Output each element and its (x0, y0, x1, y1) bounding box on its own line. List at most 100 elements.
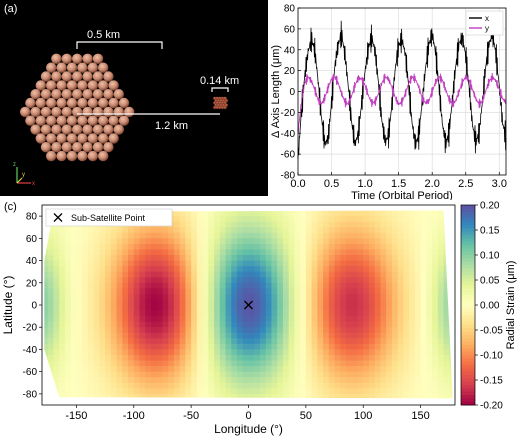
colorbar-segment (461, 301, 475, 306)
heatmap-cell (311, 293, 318, 300)
heatmap-cell (48, 399, 54, 405)
heatmap-cell (64, 371, 72, 378)
heatmap-cell (271, 249, 278, 256)
heatmap-cell (265, 338, 272, 345)
heatmap-cell (351, 277, 358, 284)
particle (87, 80, 99, 91)
heatmap-cell (231, 277, 238, 284)
heatmap-cell (437, 316, 444, 323)
heatmap-cell (368, 227, 376, 234)
heatmap-cell (231, 343, 238, 350)
heatmap-cell (391, 338, 399, 345)
heatmap-cell (133, 238, 140, 245)
heatmap-cell (403, 399, 409, 405)
heatmap-cell (53, 288, 60, 295)
heatmap-cell (225, 310, 232, 317)
heatmap-cell (99, 266, 106, 273)
heatmap-cell (288, 355, 295, 361)
heatmap-cell (265, 343, 272, 350)
heatmap-cell (139, 388, 146, 395)
particle (51, 89, 62, 100)
heatmap-cell (44, 366, 49, 373)
heatmap-cell (374, 360, 381, 367)
heatmap-cell (277, 382, 284, 389)
heatmap-cell (449, 238, 453, 245)
heatmap-cell (162, 366, 169, 373)
heatmap-cell (191, 232, 198, 239)
heatmap-cell (391, 210, 399, 217)
colorbar-segment (461, 208, 475, 213)
heatmap-cell (271, 377, 278, 384)
heatmap-cell (288, 266, 295, 273)
heatmap-cell (426, 388, 433, 395)
heatmap-cell (93, 299, 100, 306)
triad-x-label: x (32, 181, 35, 187)
heatmap-cell (237, 232, 244, 239)
heatmap-cell (340, 377, 347, 384)
heatmap-cell (162, 360, 169, 367)
heatmap-cell (391, 282, 399, 289)
heatmap-cell (82, 227, 89, 234)
heatmap-cell (82, 393, 89, 399)
heatmap-cell (432, 377, 439, 384)
heatmap-cell (87, 393, 95, 399)
particle (77, 80, 88, 91)
heatmap-cell (334, 366, 341, 373)
heatmap-cell (237, 377, 244, 384)
heatmap-cell (420, 238, 427, 245)
heatmap-cell (231, 288, 238, 295)
heatmap-cell (323, 371, 330, 378)
heatmap-cell (386, 382, 393, 389)
heatmap-cell (437, 260, 444, 267)
heatmap-cell (225, 349, 232, 356)
heatmap-cell (311, 382, 318, 389)
heatmap-cell (288, 271, 295, 278)
colorbar-segment (461, 345, 475, 349)
heatmap-cell (397, 355, 404, 361)
series-line-y (297, 72, 507, 133)
heatmap-cell (180, 399, 186, 405)
heatmap-cell (110, 243, 117, 250)
heatmap-cell (282, 221, 290, 228)
heatmap-cell (357, 371, 364, 378)
heatmap-cell (44, 288, 49, 295)
heatmap-cell (139, 327, 146, 334)
heatmap-cell (208, 266, 215, 273)
heatmap-cell (64, 393, 72, 399)
heatmap-cell (116, 232, 123, 239)
heatmap-cell (311, 260, 318, 267)
heatmap-cell (44, 327, 49, 334)
heatmap-cell (259, 260, 267, 267)
particle (56, 97, 67, 109)
heatmap-cell (110, 355, 117, 361)
heatmap-cell (334, 260, 341, 267)
heatmap-cell (438, 399, 444, 405)
heatmap-cell (386, 366, 393, 373)
heatmap-cell (225, 388, 232, 395)
heatmap-cell (443, 310, 450, 317)
heatmap-cell (122, 371, 129, 378)
heatmap-cell (214, 355, 221, 361)
heatmap-cell (328, 305, 335, 311)
heatmap-cell (277, 232, 284, 239)
heatmap-cell (242, 349, 249, 356)
heatmap-cell (432, 366, 439, 373)
heatmap-cell (426, 299, 433, 306)
heatmap-cell (196, 288, 204, 295)
heatmap-cell (352, 399, 358, 405)
heatmap-cell (214, 321, 221, 328)
heatmap-cell (156, 305, 163, 311)
heatmap-cell (133, 293, 140, 300)
heatmap-cell (168, 310, 175, 317)
heatmap-cell (420, 382, 427, 389)
heatmap-cell (357, 210, 364, 217)
particle (82, 142, 93, 153)
heatmap-cell (82, 388, 89, 395)
heatmap-cell (294, 271, 301, 278)
heatmap-cell (99, 355, 106, 361)
heatmap-cell (437, 382, 444, 389)
heatmap-cell (323, 377, 330, 384)
heatmap-cell (437, 227, 444, 234)
heatmap-cell (259, 221, 267, 228)
heatmap-cell (254, 349, 261, 356)
